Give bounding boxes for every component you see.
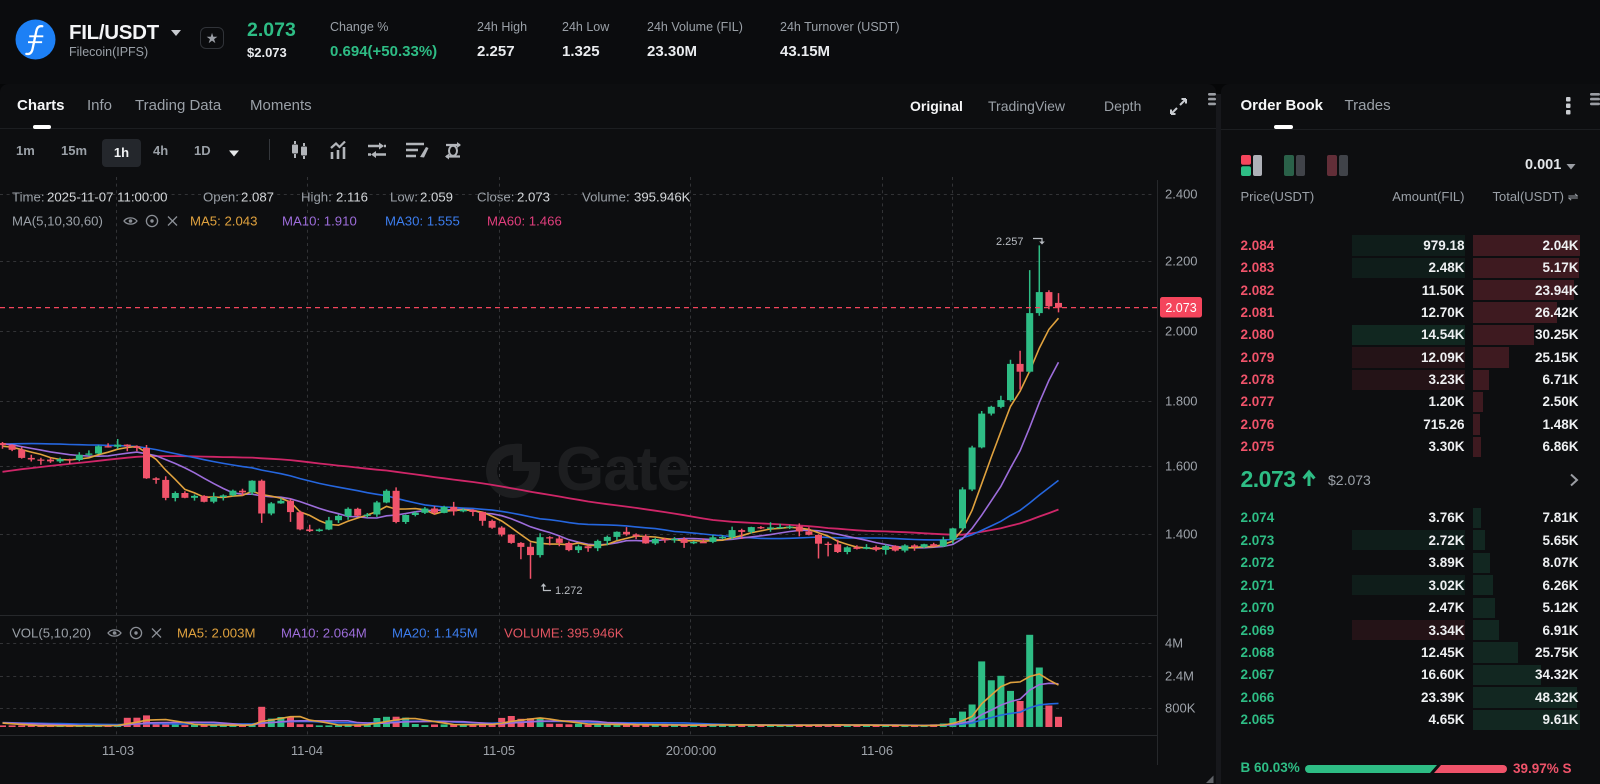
svg-text:11-05: 11-05 xyxy=(483,743,515,758)
svg-text:Volume:: Volume: xyxy=(582,190,630,205)
svg-text:395.946K: 395.946K xyxy=(634,190,691,205)
svg-text:2025-11-07 11:00:00: 2025-11-07 11:00:00 xyxy=(47,190,168,205)
svg-text:MA60: 1.466: MA60: 1.466 xyxy=(487,214,562,229)
svg-text:Close:: Close: xyxy=(477,190,514,205)
svg-text:Gate: Gate xyxy=(556,435,690,504)
svg-text:MA10: 1.910: MA10: 1.910 xyxy=(282,214,357,229)
svg-text:MA20: 1.145M: MA20: 1.145M xyxy=(392,626,478,641)
svg-text:20:00:00: 20:00:00 xyxy=(666,743,717,758)
svg-text:1.800: 1.800 xyxy=(1165,393,1198,408)
svg-text:800K: 800K xyxy=(1165,700,1196,715)
svg-text:2.200: 2.200 xyxy=(1165,253,1198,268)
svg-text:VOLUME: 395.946K: VOLUME: 395.946K xyxy=(504,626,624,641)
svg-text:2.073: 2.073 xyxy=(517,190,550,205)
svg-text:Open:: Open: xyxy=(203,190,239,205)
svg-text:2.059: 2.059 xyxy=(420,190,453,205)
svg-text:2.087: 2.087 xyxy=(241,190,274,205)
svg-text:11-06: 11-06 xyxy=(861,743,893,758)
svg-text:2.4M: 2.4M xyxy=(1165,668,1194,683)
svg-text:Low:: Low: xyxy=(390,190,418,205)
svg-text:VOL(5,10,20): VOL(5,10,20) xyxy=(12,626,91,641)
svg-text:4M: 4M xyxy=(1165,635,1183,650)
svg-text:11-04: 11-04 xyxy=(291,743,323,758)
svg-text:1.400: 1.400 xyxy=(1165,526,1198,541)
svg-text:MA5: 2.003M: MA5: 2.003M xyxy=(177,626,255,641)
svg-text:2.257: 2.257 xyxy=(996,236,1024,248)
svg-text:MA5: 2.043: MA5: 2.043 xyxy=(190,214,257,229)
svg-text:MA10: 2.064M: MA10: 2.064M xyxy=(281,626,367,641)
svg-text:11-03: 11-03 xyxy=(102,743,134,758)
svg-text:2.000: 2.000 xyxy=(1165,323,1198,338)
svg-text:Time:: Time: xyxy=(12,190,44,205)
svg-text:1.600: 1.600 xyxy=(1165,458,1198,473)
svg-text:High:: High: xyxy=(301,190,332,205)
svg-text:MA(5,10,30,60): MA(5,10,30,60) xyxy=(12,214,103,229)
svg-text:2.116: 2.116 xyxy=(336,190,368,205)
svg-text:1.272: 1.272 xyxy=(555,585,583,597)
svg-text:2.400: 2.400 xyxy=(1165,186,1198,201)
svg-text:MA30: 1.555: MA30: 1.555 xyxy=(385,214,460,229)
svg-text:2.073: 2.073 xyxy=(1165,301,1196,315)
